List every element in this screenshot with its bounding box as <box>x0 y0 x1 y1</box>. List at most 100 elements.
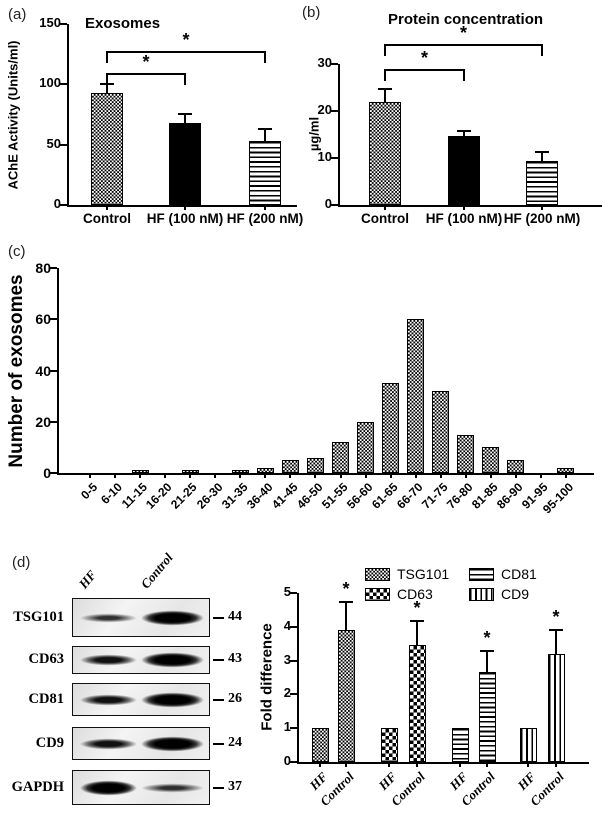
error-bar <box>541 150 543 162</box>
x-label-text: 36-40 <box>243 480 276 512</box>
marker-label: 44 <box>228 608 242 624</box>
blot-image-gapdh <box>72 770 210 805</box>
bar-46-50 <box>306 457 324 473</box>
y-tick-label: 100 <box>39 75 61 91</box>
panel-b-title: Protein concentration <box>388 11 544 28</box>
panel-d-letter: (d) <box>12 554 31 571</box>
x-tick-mark <box>384 205 386 210</box>
blot-image-cd63 <box>72 646 210 674</box>
marker-label: 26 <box>228 690 242 706</box>
band-control <box>141 692 204 707</box>
x-label: HF (100 nM) <box>425 211 503 226</box>
panel-a-plot-area: 0 50 100 150 Control HF (100 nM) HF (200 nM) * * <box>39 15 303 226</box>
x-label: Control <box>361 211 409 226</box>
y-tick-label: 4 <box>283 617 291 633</box>
bar-76-80 <box>457 434 475 473</box>
band-control <box>141 736 204 751</box>
error-bar <box>463 129 465 136</box>
y-tick-label: 3 <box>283 651 291 667</box>
bar-HF (200 nM) <box>526 161 558 205</box>
error-bar <box>184 113 186 123</box>
x-tick-mark <box>319 762 321 767</box>
y-tick-label: 80 <box>35 260 51 276</box>
y-tick-mark <box>50 369 57 372</box>
panel-b-letter: (b) <box>302 4 321 21</box>
blot-lane-label-text: Control <box>137 550 176 592</box>
bar-Control <box>408 645 426 762</box>
x-tick-mark <box>114 473 117 478</box>
significance-star: * <box>182 29 190 50</box>
marker-dash <box>213 659 224 661</box>
band-control <box>141 783 204 792</box>
bar-HF (100 nM) <box>169 122 201 205</box>
x-label-text: 81-85 <box>469 480 501 512</box>
x-label-text: 21-25 <box>168 480 201 512</box>
significance-star: * <box>483 628 491 649</box>
x-tick-mark <box>527 762 529 767</box>
blot-image-cd81 <box>72 683 210 716</box>
x-label-text: 46-50 <box>293 480 326 512</box>
bar-21-25 <box>181 470 199 473</box>
x-tick-mark <box>541 205 543 210</box>
x-tick-mark <box>489 473 492 478</box>
marker-label: 37 <box>228 778 242 794</box>
x-tick-mark <box>389 473 392 478</box>
x-label: Control <box>83 211 131 226</box>
y-tick-mark <box>290 761 297 763</box>
error-bar-cap <box>178 113 192 116</box>
y-tick-mark <box>50 420 57 423</box>
legend-swatch-tsg101 <box>365 567 390 581</box>
bar-81-85 <box>482 447 500 473</box>
bar-41-45 <box>281 460 299 473</box>
panel-b-plot-area: 0 10 20 30 Control HF (100 nM) HF (200 nM) * * <box>318 24 602 226</box>
bar-66-70 <box>407 319 425 473</box>
x-tick-mark <box>106 205 108 210</box>
error-bar-cap <box>535 150 549 153</box>
significance-star: * <box>459 22 467 43</box>
panel-b-y-axis-label: µg/ml <box>306 116 322 152</box>
legend-swatch-cd81 <box>469 567 494 581</box>
x-label-text: 66-70 <box>393 480 426 512</box>
x-tick-mark <box>189 473 192 478</box>
western-blot: HF Control TSG101 44 CD63 43 CD81 26 CD9 24 GAPD… <box>0 540 260 815</box>
bar-Control <box>337 630 355 762</box>
y-tick-mark <box>331 157 338 159</box>
significance-star: * <box>420 47 428 68</box>
x-tick-mark <box>239 473 242 478</box>
x-tick-mark <box>514 473 517 478</box>
y-tick-label: 10 <box>317 149 332 164</box>
error-bar-cap <box>457 129 471 132</box>
bar-HF <box>311 728 329 762</box>
panel-c-plot-area: 0 20 40 60 80 0-5 6-10 11-15 16-20 21-25 26-30 31-3… <box>35 260 594 516</box>
x-tick-mark <box>289 473 292 478</box>
x-label-text: 31-35 <box>218 480 251 512</box>
error-bar <box>486 650 488 673</box>
y-tick-mark <box>290 625 297 628</box>
x-label: HF (200 nM) <box>226 211 304 226</box>
blot-lane-label-text: HF <box>75 567 100 592</box>
error-bar <box>555 628 557 654</box>
x-tick-mark <box>164 473 167 478</box>
y-tick-mark <box>331 63 338 65</box>
y-tick-label: 5 <box>283 584 291 599</box>
band-hf <box>79 654 137 666</box>
y-tick-mark <box>60 204 67 206</box>
error-bar <box>384 87 386 102</box>
y-tick-mark <box>50 318 57 321</box>
band-hf <box>79 694 137 705</box>
sig-bracket <box>106 50 266 63</box>
error-bar-cap <box>258 127 272 130</box>
panel-d-plot-area: 0 1 2 3 4 5 HF * Control HF * Control HF * Control HF * C… <box>284 580 589 809</box>
x-label-text: 16-20 <box>143 480 176 512</box>
x-label-text: 0-5 <box>77 480 100 503</box>
y-tick-mark <box>290 592 297 594</box>
y-tick-mark <box>60 143 67 146</box>
blot-row-label: CD81 <box>28 690 64 707</box>
blot-row-label: TSG101 <box>13 608 64 625</box>
x-tick-mark <box>264 473 267 478</box>
panel-d-chart: Fold difference TSG101 CD81 CD63 CD9 0 1 2 3 4 5… <box>255 540 605 815</box>
panel-c: (c) Number of exosomes 0 20 40 60 80 0-5 6-10 1… <box>0 235 605 538</box>
panel-a-title: Exosomes <box>85 15 161 32</box>
blot-image-tsg101 <box>72 598 210 637</box>
bar-56-60 <box>357 421 375 473</box>
